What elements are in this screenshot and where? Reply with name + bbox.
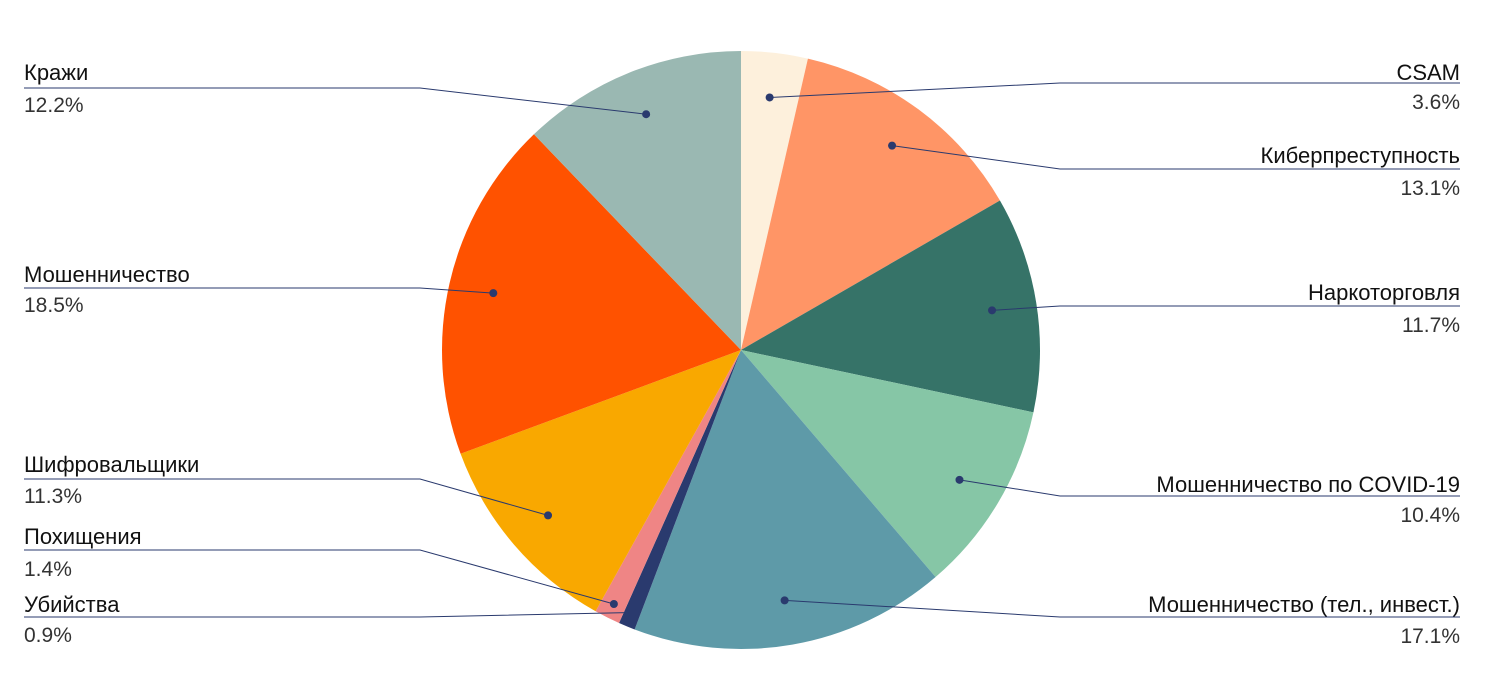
leader-dot [489,289,498,298]
leader-line [784,599,1460,618]
pie-slice [741,200,1040,413]
slice-label: Кражи [24,60,88,85]
leader-line [992,305,1460,311]
leader-line [24,549,615,605]
slice-value: 13.1% [1400,177,1460,200]
leader-dot [765,93,774,102]
slice-label: Шифровальщики [24,452,199,477]
pie-slice [595,350,741,623]
leader-line [24,478,549,516]
slice-value: 17.1% [1400,625,1460,648]
slice-value: 10.4% [1400,504,1460,527]
slice-value: 18.5% [24,294,84,317]
leader-line [24,287,494,294]
slice-label: Мошенничество [24,262,190,287]
leader-line [24,87,647,115]
slice-value: 1.4% [24,558,72,581]
slice-label: CSAM [1396,60,1460,85]
leader-line [24,612,633,618]
pie-slice [619,350,741,630]
leader-line [959,479,1460,497]
pie-slice [741,51,808,350]
pie-slice [741,58,1000,351]
slice-value: 0.9% [24,624,72,647]
slice-value: 11.3% [24,485,82,508]
slice-label: Наркоторговля [1308,280,1460,305]
leader-dot [628,608,637,617]
slice-label: Похищения [24,524,142,549]
pie-slice [442,134,741,454]
slice-label: Мошенничество (тел., инвест.) [1148,592,1460,617]
pie-slice [460,350,741,612]
leader-dot [888,141,897,150]
leader-dot [955,475,964,484]
slice-label: Мошенничество по COVID-19 [1156,472,1460,497]
slice-value: 11.7% [1402,314,1460,337]
pie-slice [741,350,1034,578]
slice-label: Киберпреступность [1261,143,1460,168]
pie-slice [634,350,936,649]
leader-line [769,82,1460,98]
leader-dot [544,511,553,520]
slice-value: 3.6% [1412,91,1460,114]
leader-dot [642,110,651,119]
leader-dot [988,306,997,315]
slice-value: 12.2% [24,94,84,117]
pie-slice [533,51,741,350]
leader-line [891,145,1460,170]
leader-dot [780,596,789,605]
leader-dot [609,600,618,609]
slice-label: Убийства [24,592,120,617]
